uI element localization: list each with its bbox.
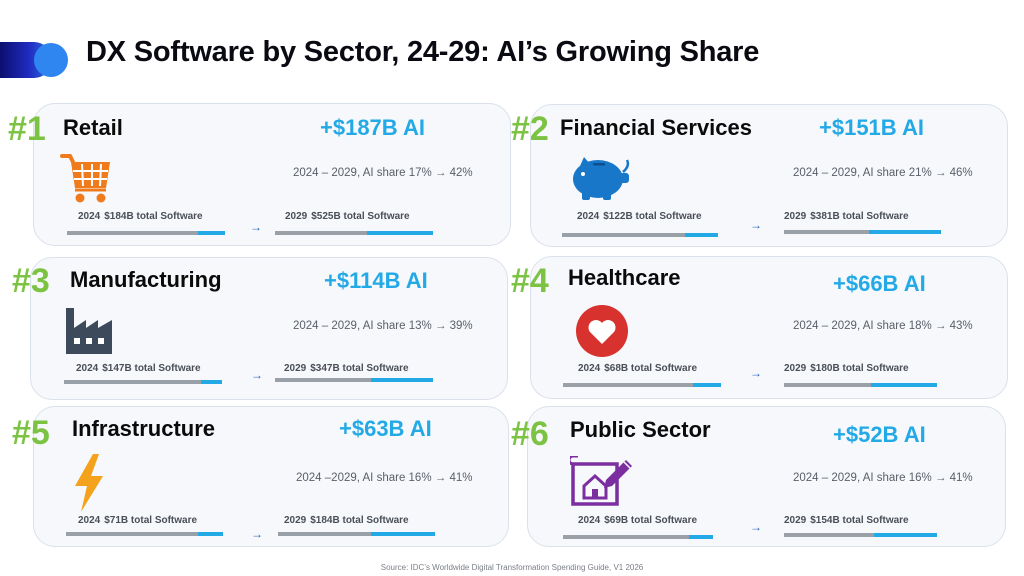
sector-card-infrastructure [33, 406, 509, 547]
label-2029: 2029 $525B total Software [285, 211, 410, 222]
ai-gain-value: +$66B AI [833, 271, 926, 296]
ai-share-text: 2024 – 2029, AI share 17% → 42% [293, 167, 473, 179]
bar-2024 [66, 532, 223, 536]
arrow-icon: → [251, 368, 263, 382]
factory-icon [64, 306, 114, 354]
bar-2024 [562, 233, 718, 237]
sector-name: Healthcare [568, 265, 681, 290]
bar-2024 [64, 380, 222, 384]
label-2024: 2024 $71B total Software [78, 515, 198, 526]
label-2029: 2029 $184B total Software [284, 515, 409, 526]
ai-gain-value: +$52B AI [833, 422, 926, 447]
lightning-bolt-icon [73, 454, 105, 512]
sector-name: Public Sector [570, 417, 711, 442]
heart-icon [575, 304, 629, 358]
bar-2024-ai-fill [198, 231, 225, 235]
label-2029: 2029 $381B total Software [784, 211, 909, 222]
bar-2024-ai-fill [689, 535, 713, 539]
label-2029: 2029 $347B total Software [284, 363, 409, 374]
bar-2024 [67, 231, 225, 235]
page-title: DX Software by Sector, 24-29: AI’s Growi… [86, 36, 760, 68]
rank-label: #3 [12, 262, 50, 300]
bar-2024 [563, 535, 713, 539]
bar-2024 [563, 383, 721, 387]
bar-2029-ai-fill [366, 231, 433, 235]
bar-2029 [784, 533, 937, 537]
ai-share-text: 2024 – 2029, AI share 18% → 43% [793, 320, 973, 332]
arrow-icon: → [750, 218, 762, 232]
sector-card-public-sector [527, 406, 1006, 547]
bar-2024-ai-fill [197, 532, 223, 536]
rank-label: #5 [12, 414, 50, 452]
rank-label: #1 [8, 110, 46, 148]
arrow-icon: → [251, 527, 263, 541]
label-2029: 2029 $154B total Software [784, 515, 909, 526]
sector-name: Manufacturing [70, 267, 222, 292]
ai-share-text: 2024 – 2029, AI share 21% → 46% [793, 167, 973, 179]
bar-2024-ai-fill [685, 233, 718, 237]
source-note: Source: IDC’s Worldwide Digital Transfor… [380, 563, 644, 572]
bar-2029 [784, 383, 937, 387]
piggy-bank-icon [570, 154, 632, 204]
sector-card-retail [33, 103, 511, 246]
ai-gain-value: +$151B AI [819, 115, 924, 140]
blueprint-house-icon [567, 454, 634, 508]
accent-dot [34, 43, 68, 77]
sector-name: Infrastructure [72, 416, 216, 441]
arrow-icon: → [250, 220, 262, 234]
bar-2024-ai-fill [201, 380, 222, 384]
bar-2029-ai-fill [874, 533, 937, 537]
bar-2029-ai-fill [871, 383, 937, 387]
bar-2029 [784, 230, 941, 234]
label-2024: 2024 $122B total Software [577, 211, 702, 222]
sector-name: Retail [63, 115, 123, 140]
ai-share-text: 2024 – 2029, AI share 13% → 39% [293, 320, 473, 332]
bar-2029 [275, 231, 433, 235]
arrow-icon: → [750, 366, 762, 380]
label-2024: 2024 $147B total Software [76, 363, 201, 374]
ai-gain-value: +$187B AI [320, 115, 425, 140]
label-2024: 2024 $184B total Software [78, 211, 203, 222]
ai-gain-value: +$114B AI [324, 268, 428, 293]
sector-name: Financial Services [560, 115, 752, 140]
label-2024: 2024 $69B total Software [578, 515, 698, 526]
bar-2029-ai-fill [370, 532, 435, 536]
rank-label: #6 [511, 415, 549, 453]
shopping-cart-icon [60, 152, 114, 206]
bar-2024-ai-fill [692, 383, 721, 387]
ai-share-text: 2024 – 2029, AI share 16% → 41% [793, 472, 973, 484]
rank-label: #4 [511, 262, 549, 300]
rank-label: #2 [511, 110, 549, 148]
bar-2029 [278, 532, 435, 536]
ai-gain-value: +$63B AI [339, 416, 432, 441]
bar-2029-ai-fill [868, 230, 941, 234]
bar-2029 [275, 378, 433, 382]
ai-share-text: 2024 –2029, AI share 16% → 41% [296, 472, 473, 484]
bar-2029-ai-fill [371, 378, 433, 382]
label-2024: 2024 $68B total Software [578, 363, 698, 374]
arrow-icon: → [750, 520, 762, 534]
label-2029: 2029 $180B total Software [784, 363, 909, 374]
